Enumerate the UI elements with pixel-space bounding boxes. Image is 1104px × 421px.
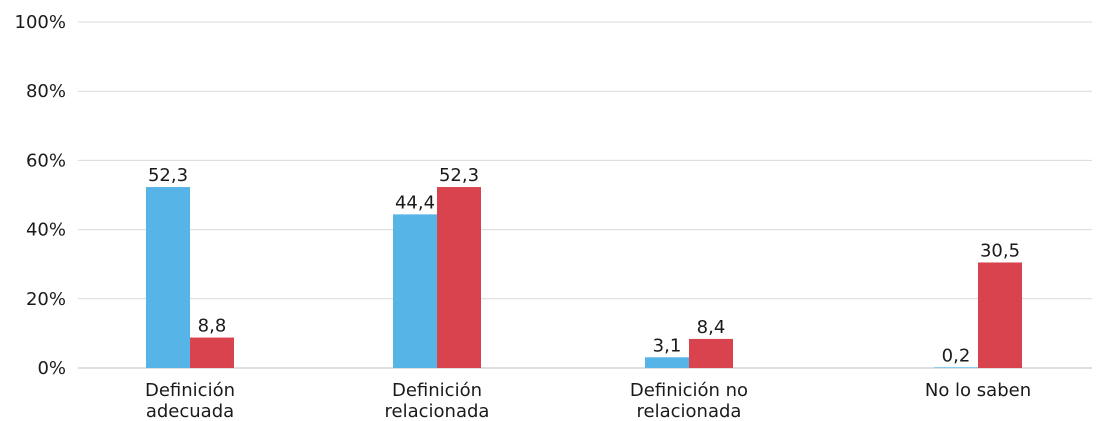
category-label-line: relacionada	[385, 401, 490, 421]
value-label: 0,2	[942, 345, 971, 366]
value-label: 52,3	[439, 165, 479, 186]
category-label: No lo saben	[925, 380, 1031, 401]
category-label-line: Definición no	[630, 380, 748, 401]
y-tick-label: 100%	[15, 12, 66, 33]
bar-series2-cat4	[978, 262, 1022, 368]
category-label-line: No lo saben	[925, 380, 1031, 401]
bar-series2-cat2	[437, 187, 481, 368]
y-tick-label: 80%	[26, 81, 66, 102]
bar-series1-cat4	[934, 367, 978, 368]
category-label-line: adecuada	[146, 401, 234, 421]
y-tick-label: 20%	[26, 289, 66, 310]
y-axis-tick-labels: 0% 20% 40% 60% 80% 100%	[15, 12, 66, 379]
gridlines	[78, 21, 1092, 369]
y-tick-label: 60%	[26, 150, 66, 171]
value-label: 44,4	[395, 192, 435, 213]
value-label: 30,5	[980, 240, 1020, 261]
value-labels: 52,344,43,1 0,28,852,38,430,5	[148, 165, 1020, 366]
category-label: Definición relacionada	[385, 380, 490, 421]
bar-series2-cat3	[689, 338, 733, 368]
y-tick-label: 0%	[37, 358, 66, 379]
bars	[146, 187, 1022, 368]
category-label: Definición adecuada	[145, 380, 235, 421]
category-label-line: Definición	[392, 380, 482, 401]
category-label-line: relacionada	[637, 401, 742, 421]
bar-series2-cat1	[190, 337, 234, 368]
bar-series1-cat1	[146, 187, 190, 368]
y-tick-label: 40%	[26, 220, 66, 241]
value-label: 8,8	[198, 316, 227, 337]
value-label: 52,3	[148, 165, 188, 186]
category-label-line: Definición	[145, 380, 235, 401]
value-label: 3,1	[653, 335, 682, 356]
bar-series1-cat3	[645, 357, 689, 368]
value-label: 8,4	[697, 317, 726, 338]
bar-series1-cat2	[393, 214, 437, 368]
category-label: Definición no relacionada	[630, 380, 748, 421]
